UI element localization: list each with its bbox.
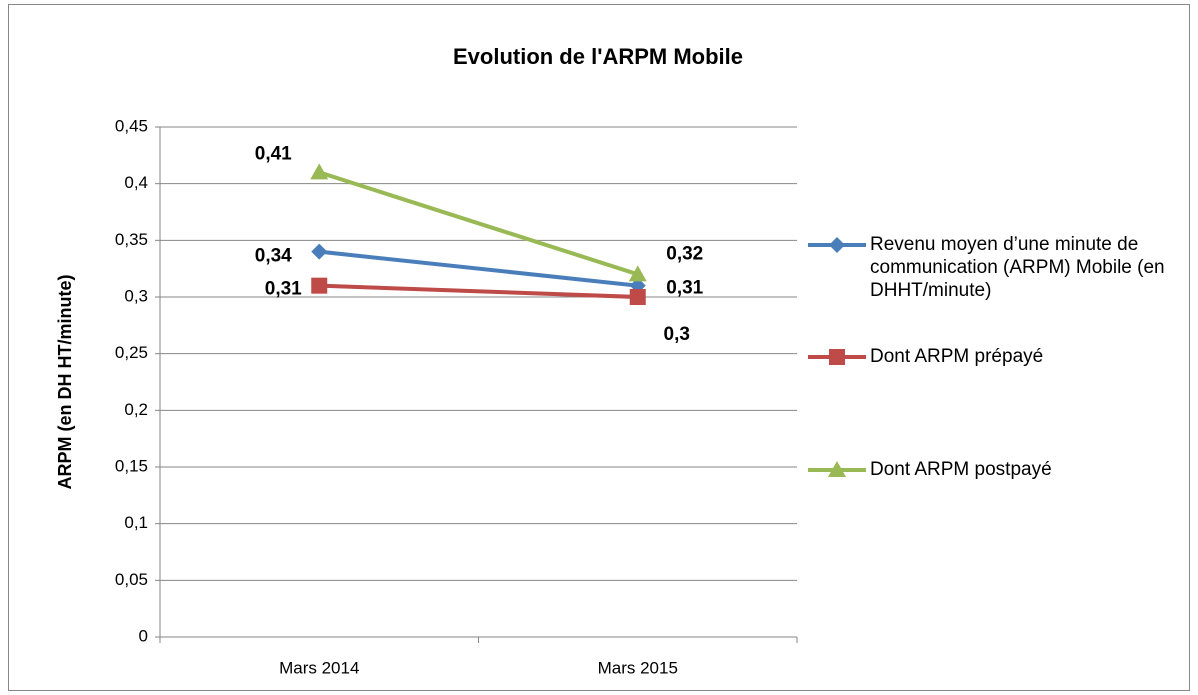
data-label: 0,41 [255, 143, 292, 164]
x-tick-label: Mars 2015 [598, 658, 678, 677]
data-label: 0,32 [666, 243, 703, 264]
y-tick-label: 0 [139, 626, 148, 645]
marker [828, 461, 846, 477]
marker [311, 243, 328, 260]
data-label: 0,3 [664, 324, 690, 345]
marker [829, 349, 845, 365]
legend-label: Dont ARPM postpayé [870, 459, 1052, 480]
marker [310, 163, 329, 180]
y-tick-label: 0,4 [124, 173, 148, 192]
marker [628, 265, 647, 282]
y-tick-label: 0,2 [124, 400, 148, 419]
y-tick-label: 0,35 [115, 230, 148, 249]
chart-border [8, 4, 1190, 691]
marker [829, 237, 845, 253]
y-tick-label: 0,45 [115, 116, 148, 135]
data-label: 0,31 [265, 279, 302, 300]
y-tick-label: 0,25 [115, 343, 148, 362]
series-line [318, 170, 639, 277]
data-label: 0,31 [666, 278, 703, 299]
data-label: 0,34 [255, 246, 292, 267]
y-tick-label: 0,1 [124, 513, 148, 532]
marker [629, 289, 646, 305]
y-tick-label: 0,3 [124, 286, 148, 305]
chart-title: Evolution de l'ARPM Mobile [453, 44, 743, 69]
legend-label: Dont ARPM prépayé [870, 346, 1044, 367]
y-tick-label: 0,05 [115, 570, 148, 589]
legend-label: Revenu moyen d’une minute de communicati… [870, 234, 1165, 301]
marker [311, 277, 328, 294]
y-axis-label: ARPM (en DH HT/minute) [55, 275, 75, 490]
y-tick-label: 0,15 [115, 456, 148, 475]
series-line [319, 249, 638, 288]
x-tick-label: Mars 2014 [279, 658, 359, 677]
series-line [319, 283, 638, 299]
